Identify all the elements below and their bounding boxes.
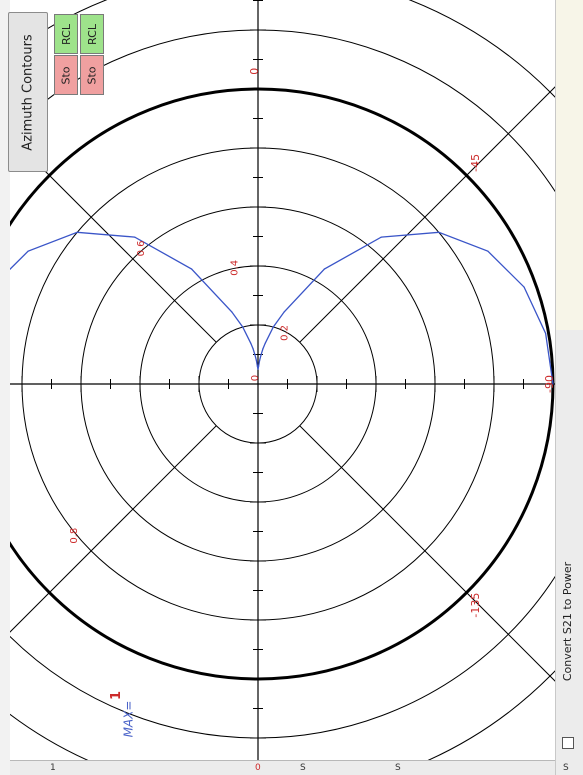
pattern-point-2 [523,286,525,288]
bottom-tab-3[interactable]: S [300,763,306,773]
bottom-tab-bar: 1 0 S S S [10,760,569,775]
radius-label-3: 0.6 [136,240,147,256]
pattern-point-0 [552,383,554,385]
grid-spoke-1 [299,81,561,343]
right-panel-upper [556,0,583,330]
pattern-point-5 [380,236,382,238]
radiation-pattern [0,231,554,385]
recall-button-1-label: RCL [59,23,73,45]
max-label-text: MAX= [121,700,136,738]
pattern-point-15 [256,365,258,367]
convert-s21-checkbox[interactable] [562,737,574,749]
angle-label-4: -135 [469,593,482,618]
pattern-point-22 [191,268,193,270]
max-value-text: 1 [109,690,125,701]
radius-label-1: 0.2 [280,325,291,341]
pattern-point-8 [272,326,274,328]
pattern-point-23 [134,236,136,238]
azimuth-contours-button[interactable]: Azimuth Contours [8,12,48,172]
convert-s21-label-text: Convert S21 to Power [561,561,575,682]
grid-spoke-3 [299,425,561,687]
store-button-2-label: Sto [85,65,99,85]
store-button-2[interactable]: Sto [80,55,104,95]
store-button-1[interactable]: Sto [54,55,78,95]
pattern-point-10 [262,348,264,350]
pattern-point-18 [252,348,254,350]
recall-button-1[interactable]: RCL [54,14,78,54]
max-value: 1 [106,688,126,704]
store-button-1-label: Sto [59,65,73,85]
pattern-point-19 [250,342,252,344]
pattern-point-4 [438,231,440,233]
pattern-point-7 [283,311,285,313]
azimuth-contours-label: Azimuth Contours [20,33,36,151]
pattern-point-16 [255,359,257,362]
pattern-point-21 [231,311,233,313]
pattern-point-3 [487,250,489,252]
angle-label-0: 0 [248,68,261,75]
radius-label-4: 0.8 [69,528,80,544]
radius-label-2: 0.4 [230,260,241,276]
radius-label-0: 0 [250,375,261,381]
grid-spoke-0 [0,125,217,343]
pattern-point-24 [76,231,78,233]
pattern-point-20 [242,326,244,328]
angle-label-1: -45 [469,154,482,172]
bottom-tab-4[interactable]: S [395,763,401,773]
right-panel-lower [556,330,583,775]
pattern-point-25 [27,250,29,252]
recall-button-2-label: RCL [85,23,99,45]
pattern-point-11 [260,354,262,356]
bottom-tab-2[interactable]: 0 [255,763,261,773]
pattern-point-1 [545,332,547,334]
max-label: MAX= [100,701,150,738]
angle-label-3: -90 [543,375,555,393]
recall-button-2[interactable]: RCL [80,14,104,54]
pattern-point-14 [257,368,259,370]
pattern-point-6 [323,268,325,270]
pattern-point-9 [264,342,266,344]
convert-s21-label: Convert S21 to Power [448,562,583,681]
right-control-panel [555,0,583,775]
bottom-corner-label: S [563,763,569,773]
pattern-point-17 [254,354,256,356]
convert-s21-row[interactable]: Convert S21 to Power [558,505,580,760]
pattern-point-12 [259,359,261,362]
grid-spoke-2 [0,425,217,643]
pattern-point-13 [258,365,260,367]
bottom-tab-1[interactable]: 1 [50,763,56,773]
